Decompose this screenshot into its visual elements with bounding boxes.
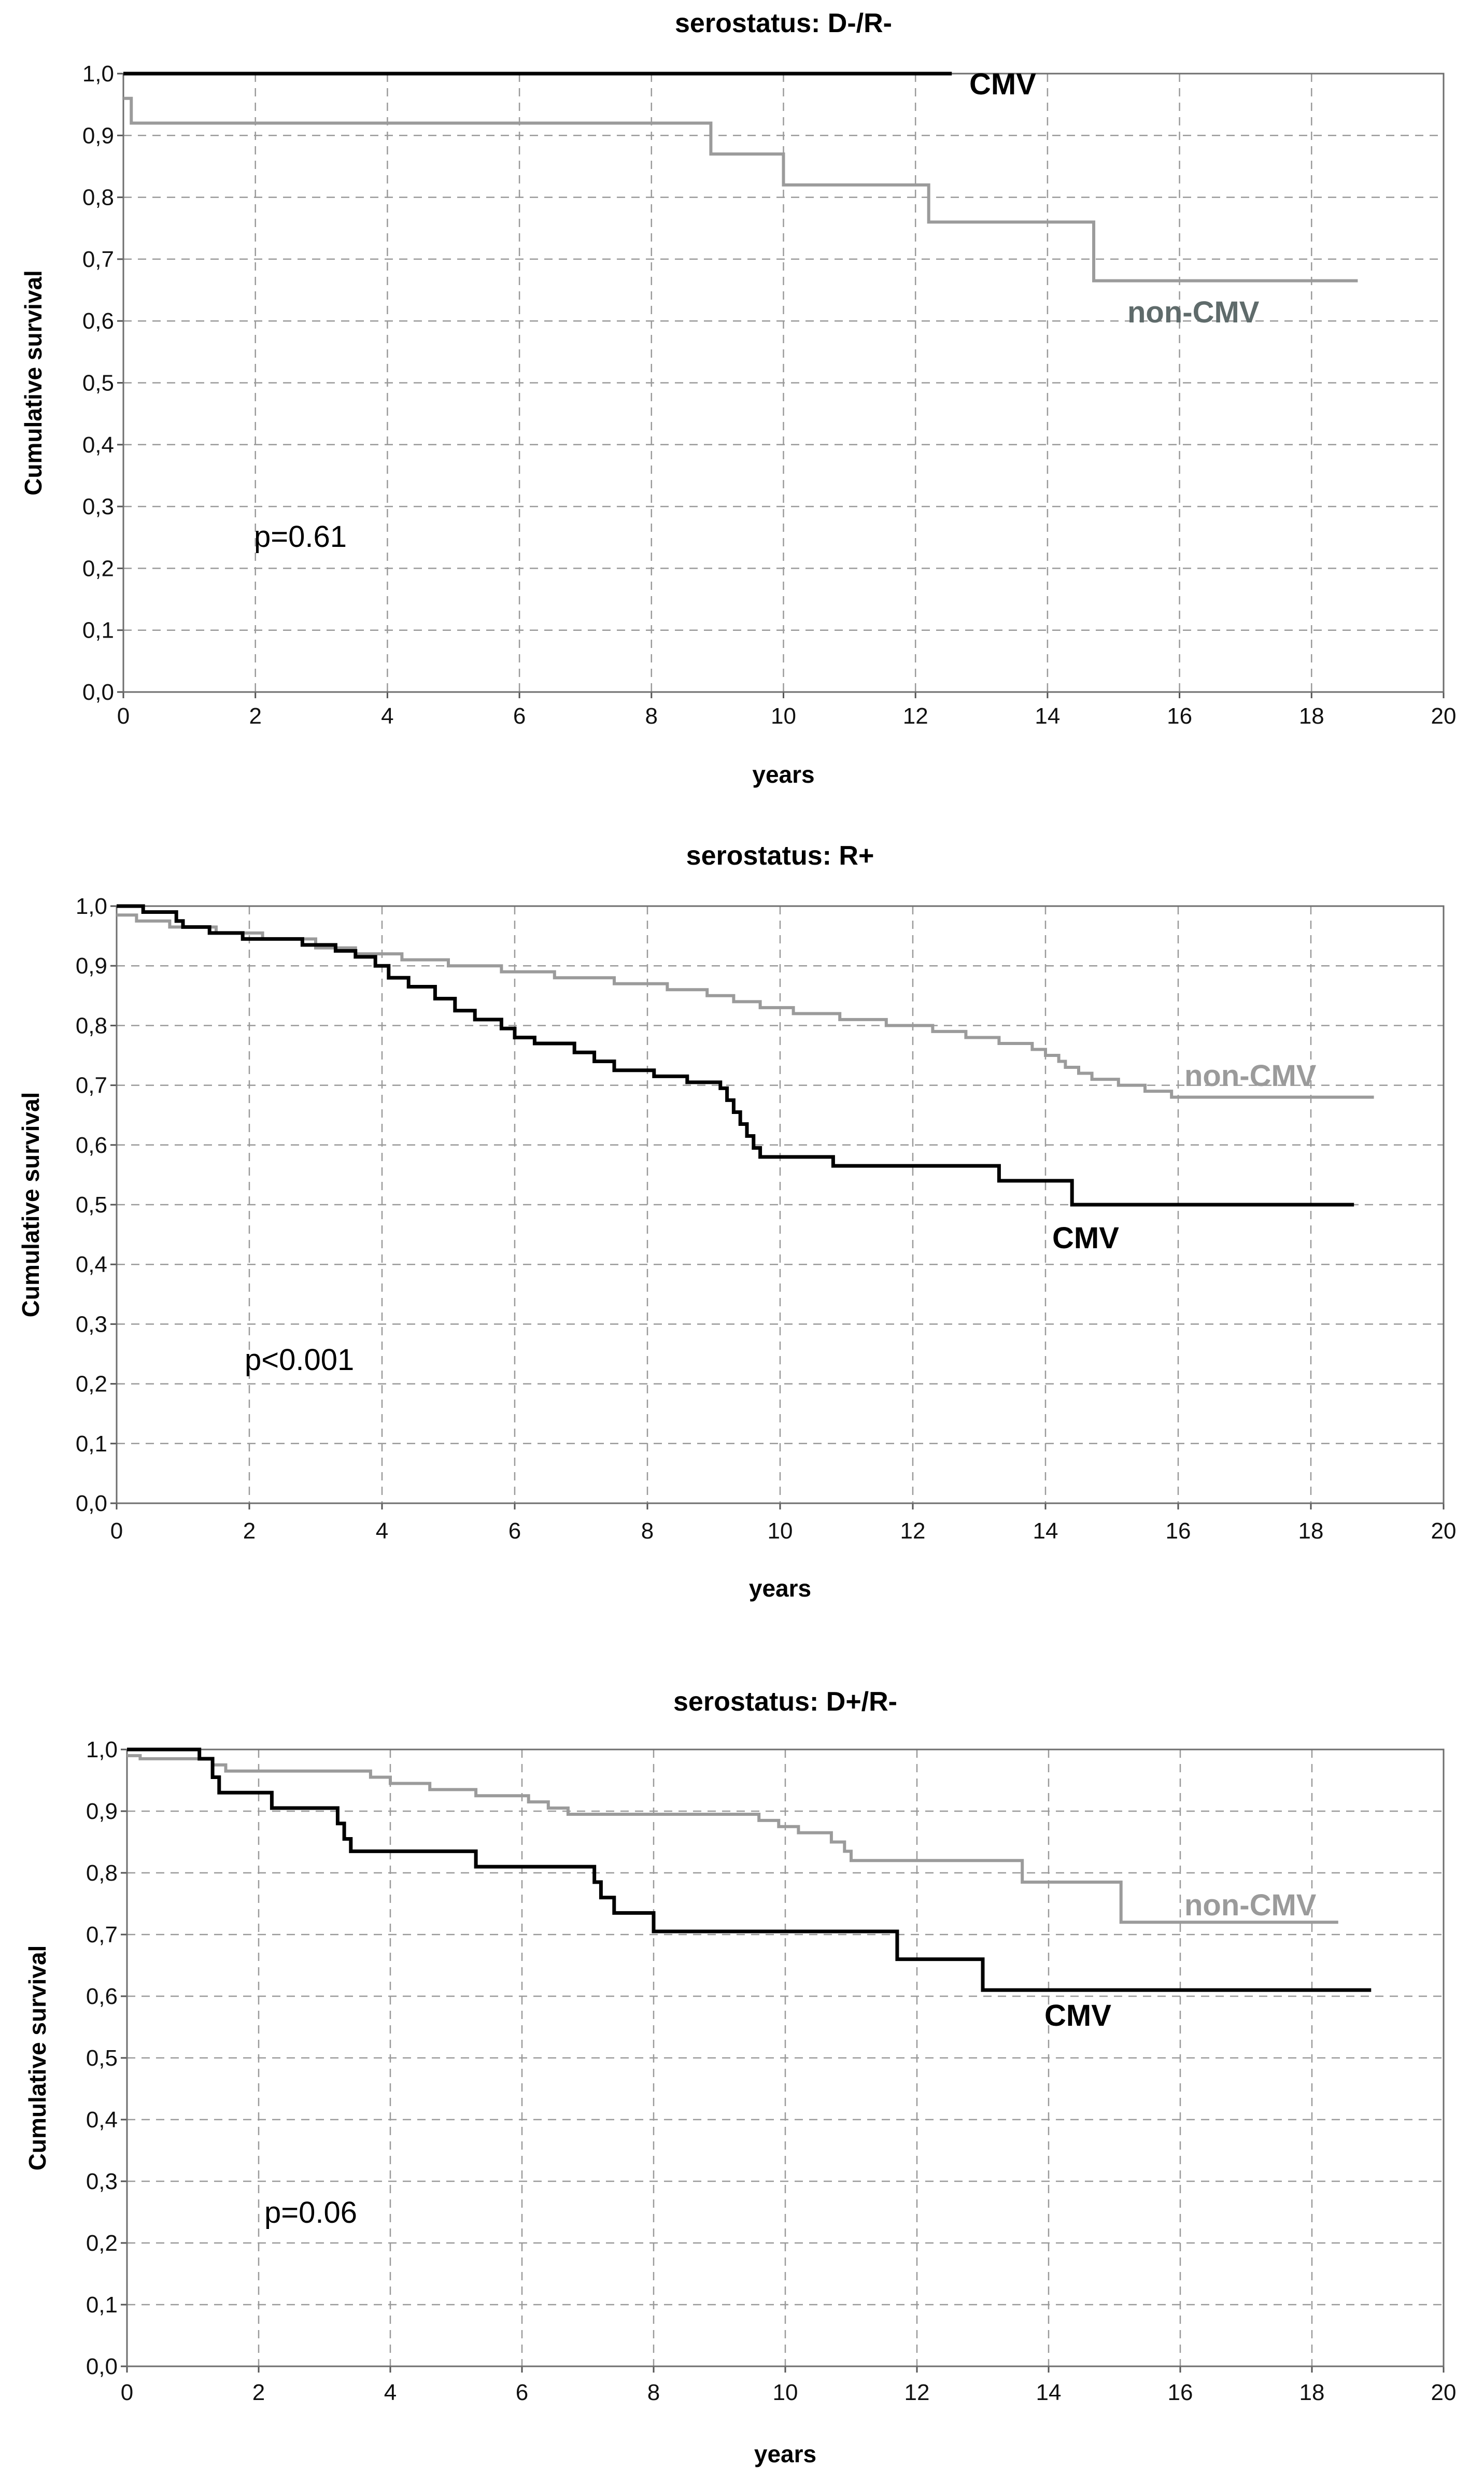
series-cmv-line [127,1747,1372,1992]
x-tick-label: 6 [516,2380,528,2405]
x-tick-label: 2 [243,1518,256,1544]
series-non_cmv-line [123,96,1358,283]
x-tick-label: 0 [117,703,130,729]
chart-panel-2: serostatus: R+ 0 2 4 6 8 10 12 14 16 18 20 0,0 0,1 0,2… [17,841,1456,1602]
y-tick-label: 0,5 [86,2045,118,2071]
y-tick-label: 0,1 [76,1431,107,1457]
x-tick-label: 20 [1431,1518,1457,1544]
chart-title: serostatus: D+/R- [673,1687,897,1717]
p-value-annotation: p=0.61 [254,520,347,554]
x-tick-label: 4 [381,703,393,729]
x-tick-label: 4 [376,1518,388,1544]
x-tick-label: 10 [771,703,796,729]
non-cmv-series-label: non-CMV [1184,1888,1317,1922]
x-tick-label: 16 [1168,2380,1193,2405]
x-tick-label: 18 [1298,1518,1324,1544]
y-tick-label: 0,3 [82,494,114,519]
y-tick-label: 0,4 [86,2107,118,2133]
x-tick-label: 14 [1033,1518,1058,1544]
x-tick-label: 12 [904,2380,930,2405]
cmv-series-label: CMV [1052,1221,1119,1255]
series-non_cmv-line [127,1754,1338,1924]
y-tick-label: 0,6 [76,1133,107,1158]
cmv-series-label: CMV [969,67,1036,101]
y-tick-label: 0,7 [86,1922,118,1947]
y-tick-label: 0,1 [86,2292,118,2318]
y-tick-label: 0,4 [76,1252,107,1277]
y-tick-label: 0,8 [82,185,114,210]
y-tick-label: 1,0 [76,894,107,919]
x-tick-label: 0 [110,1518,123,1544]
x-tick-label: 20 [1431,2380,1457,2405]
p-value-annotation: p=0.06 [264,2196,357,2229]
chart-panel-3: serostatus: D+/R- 0 2 4 6 8 10 12 14 16 18 20 0,0 0,1… [24,1687,1456,2467]
y-tick-label: 0,0 [86,2354,118,2379]
non-cmv-series-label: non-CMV [1184,1059,1317,1093]
series-cmv-line [117,904,1354,1207]
x-tick-label: 4 [384,2380,397,2405]
y-tick-label: 0,2 [76,1372,107,1397]
x-tick-label: 12 [903,703,928,729]
y-tick-label: 0,5 [82,371,114,396]
y-tick-label: 0,6 [82,308,114,334]
y-tick-label: 0,6 [86,1984,118,2009]
y-tick-label: 0,4 [82,432,114,458]
x-tick-label: 8 [645,703,658,729]
x-tick-label: 16 [1167,703,1192,729]
y-tick-label: 0,3 [86,2169,118,2194]
non-cmv-series-label: non-CMV [1127,295,1260,329]
x-tick-label: 18 [1299,703,1324,729]
x-tick-label: 6 [508,1518,521,1544]
series-non_cmv-line [117,913,1374,1099]
x-tick-label: 2 [252,2380,265,2405]
x-tick-label: 16 [1166,1518,1191,1544]
y-tick-label: 0,9 [76,953,107,979]
x-tick-label: 12 [900,1518,926,1544]
y-tick-label: 0,7 [82,247,114,272]
x-tick-label: 10 [768,1518,793,1544]
x-tick-label: 8 [647,2380,660,2405]
x-tick-label: 2 [249,703,261,729]
p-value-annotation: p<0.001 [245,1343,354,1377]
y-tick-label: 0,0 [82,680,114,705]
cmv-series-label: CMV [1044,1999,1111,2033]
y-tick-label: 0,7 [76,1073,107,1098]
chart-panel-1: serostatus: D-/R- 0 2 4 6 8 10 12 14 16 18 20 0,0 0,1… [20,8,1456,788]
y-axis-label: Cumulative survival [24,1945,51,2171]
y-tick-label: 0,8 [86,1860,118,1886]
y-tick-label: 0,1 [82,618,114,643]
y-tick-label: 0,0 [76,1491,107,1516]
x-tick-label: 0 [121,2380,133,2405]
y-tick-label: 1,0 [86,1737,118,1762]
x-axis-label: years [752,761,814,788]
y-axis-label: Cumulative survival [17,1092,44,1318]
plot-frame [116,905,1445,1504]
x-tick-label: 20 [1431,703,1457,729]
y-tick-label: 1,0 [82,61,114,87]
y-tick-label: 0,9 [86,1799,118,1824]
y-tick-label: 0,5 [76,1192,107,1218]
y-tick-label: 0,2 [86,2231,118,2256]
x-tick-label: 14 [1036,2380,1062,2405]
x-tick-label: 8 [641,1518,654,1544]
x-tick-label: 6 [513,703,526,729]
x-tick-label: 18 [1299,2380,1325,2405]
y-tick-label: 0,8 [76,1013,107,1038]
x-tick-label: 14 [1035,703,1060,729]
y-tick-label: 0,9 [82,123,114,148]
y-axis-label: Cumulative survival [20,270,47,496]
plot-frame [126,1748,1445,2367]
x-axis-label: years [754,2440,816,2467]
chart-title: serostatus: R+ [686,841,874,871]
chart-title: serostatus: D-/R- [675,8,892,38]
y-tick-label: 0,2 [82,556,114,581]
x-tick-label: 10 [773,2380,798,2405]
x-axis-label: years [749,1575,811,1602]
y-tick-label: 0,3 [76,1311,107,1337]
